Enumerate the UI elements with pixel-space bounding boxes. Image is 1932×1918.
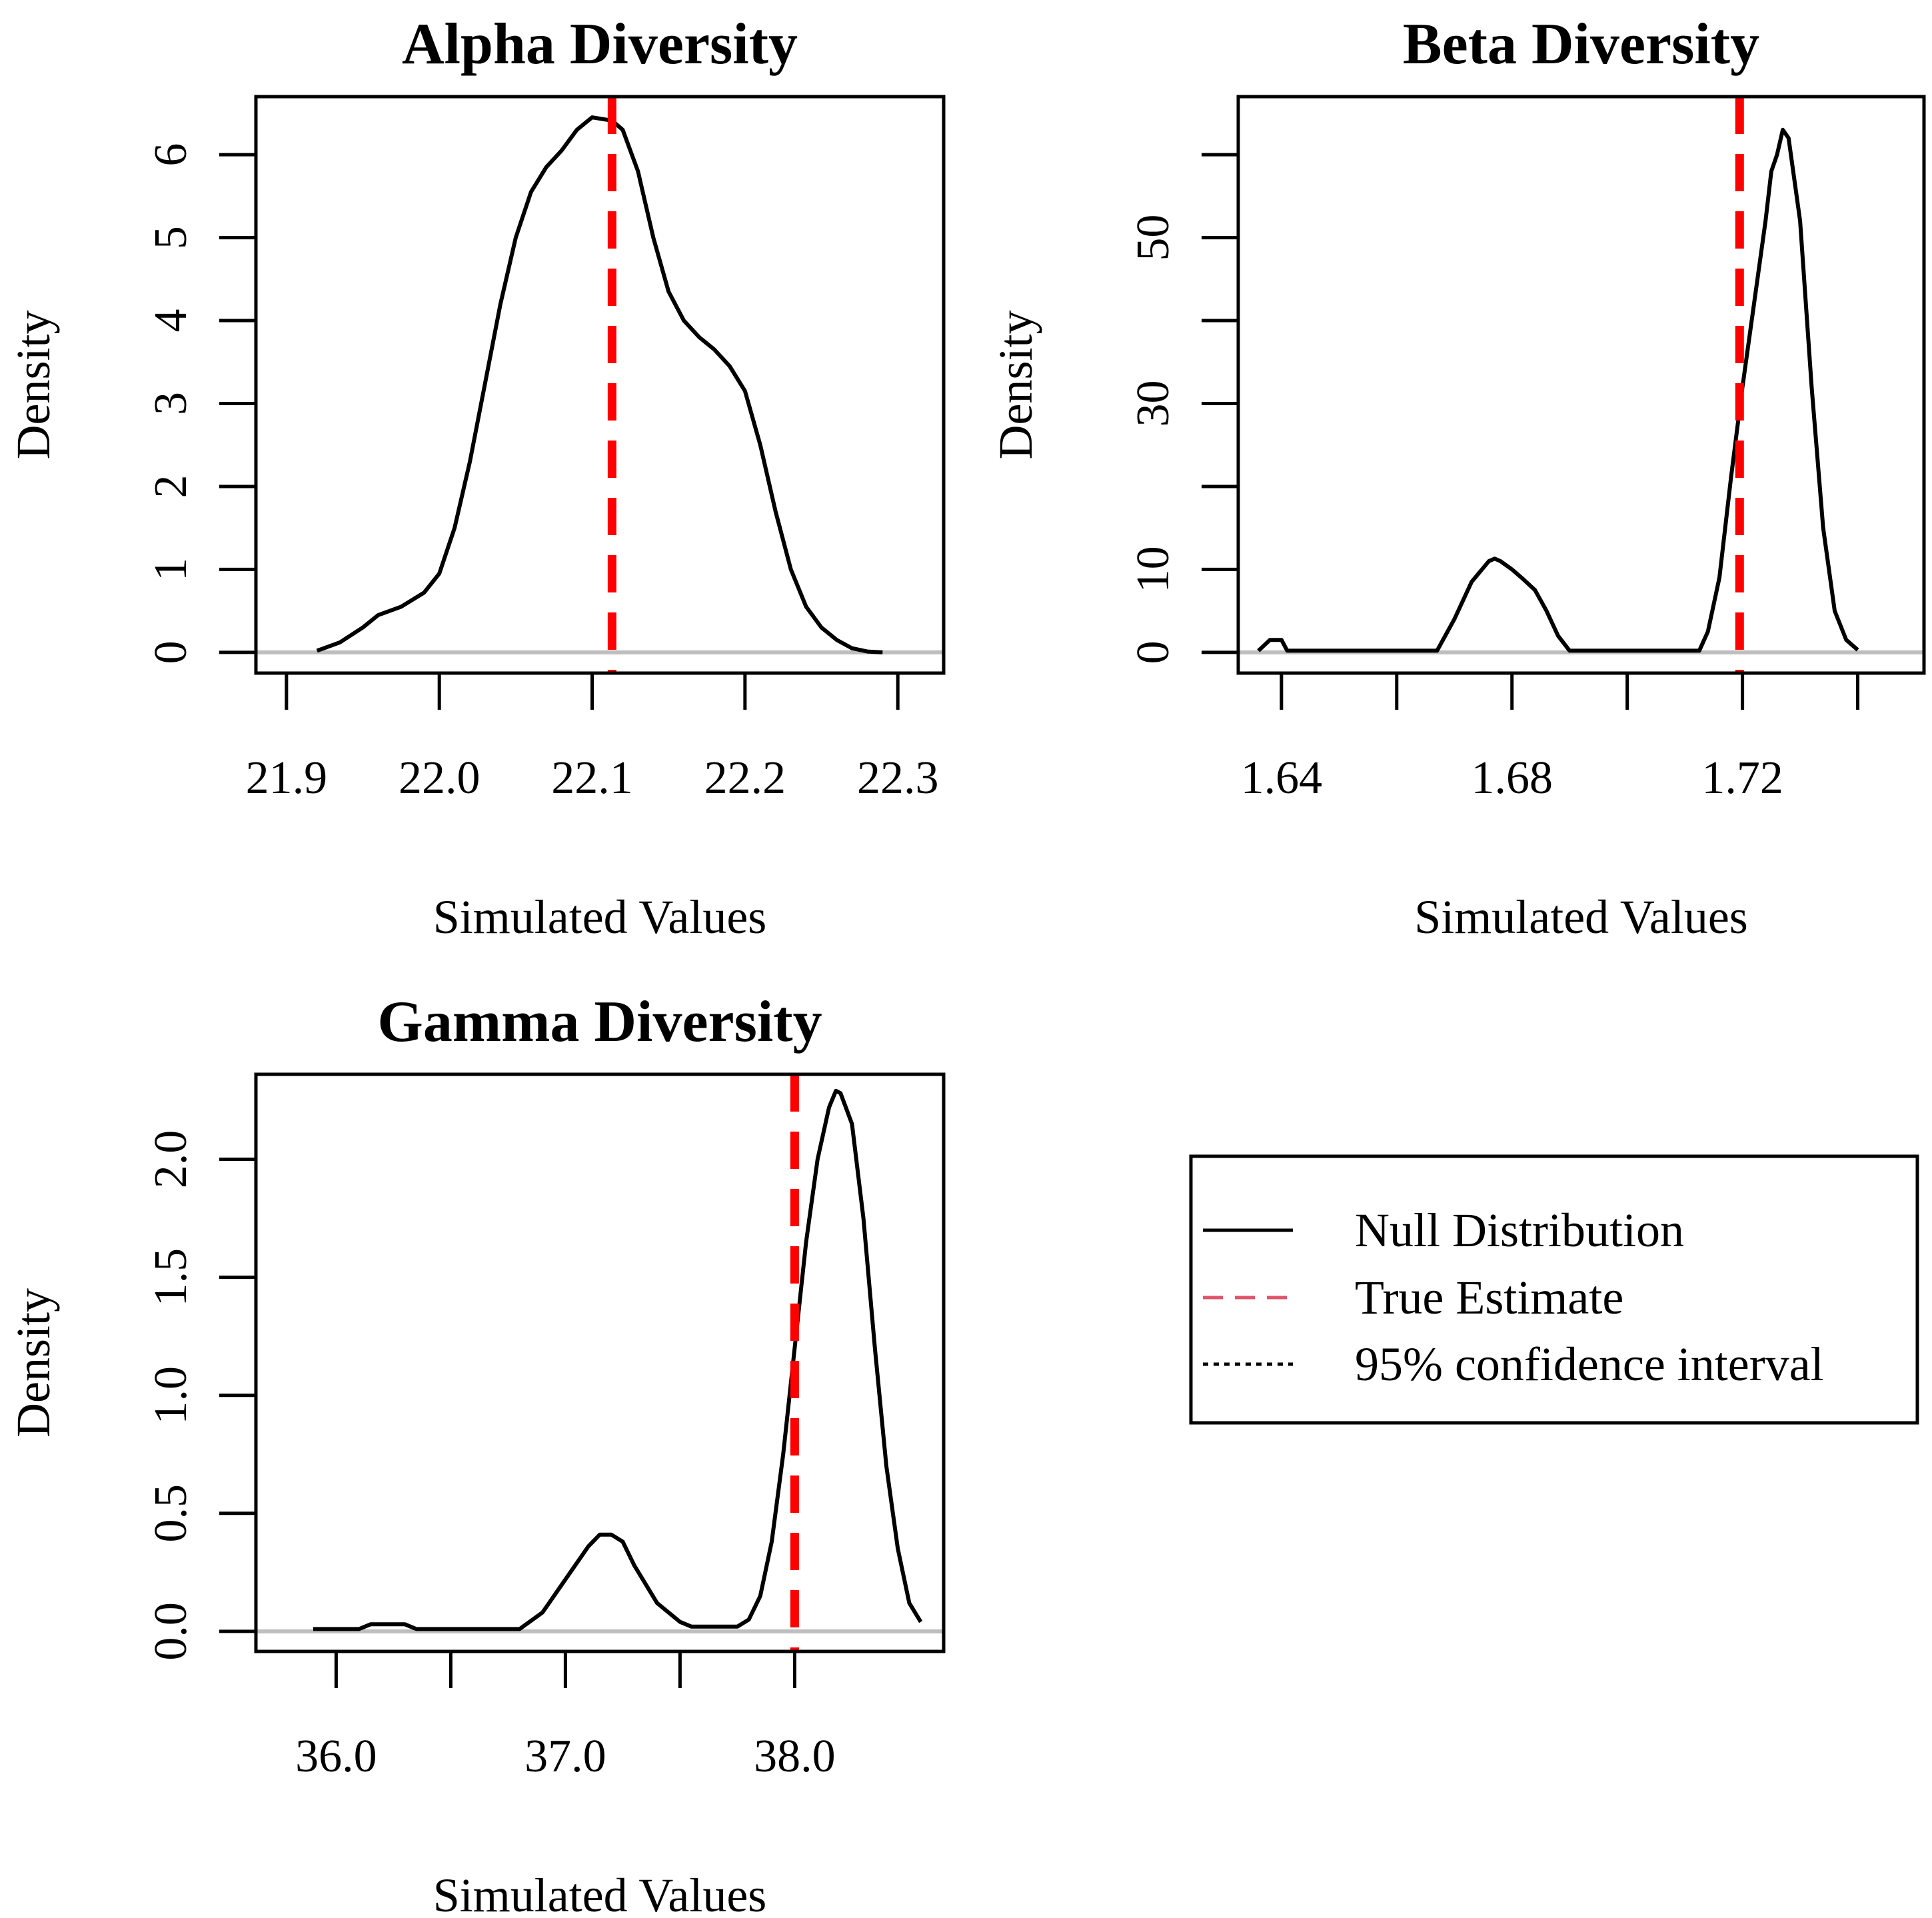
- panel-gamma-diversity: Gamma Diversity Simulated Values Density 36…: [7, 990, 946, 1918]
- y-tick-label: 0.0: [145, 1602, 197, 1661]
- y-tick-label: 4: [145, 309, 197, 333]
- y-tick-label: 1.5: [145, 1248, 197, 1307]
- null-distribution-line: [313, 1088, 923, 1631]
- x-tick-label: 22.1: [551, 752, 633, 804]
- x-tick-label: 1.64: [1241, 752, 1323, 804]
- y-tick-label: 2.0: [145, 1130, 197, 1189]
- x-tick-label: 1.68: [1471, 752, 1553, 804]
- y-tick-label: 1.0: [145, 1366, 197, 1425]
- legend: Null Distribution True Estimate 95% confid…: [1189, 1154, 1919, 1425]
- null-distribution-line: [1257, 127, 1859, 653]
- panel-title: Beta Diversity: [1403, 12, 1759, 77]
- y-tick-label: 0.5: [145, 1484, 197, 1543]
- x-axis-label: Simulated Values: [433, 890, 767, 944]
- y-tick-label: 1: [145, 558, 197, 581]
- x-tick-label: 38.0: [754, 1731, 836, 1782]
- plot-frame: [254, 95, 946, 675]
- y-axis-label: Density: [989, 311, 1042, 460]
- panel-title: Gamma Diversity: [377, 990, 822, 1054]
- x-tick-label: 22.0: [399, 752, 481, 804]
- x-tick-label: 36.0: [295, 1731, 377, 1782]
- x-axis-label: Simulated Values: [1414, 890, 1748, 944]
- x-axis-label: Simulated Values: [433, 1869, 767, 1915]
- null-distribution-line: [316, 115, 883, 654]
- panel-beta-diversity: Beta Diversity Simulated Values Density 1.6…: [989, 12, 1926, 944]
- legend-box: [1189, 1154, 1919, 1425]
- panel-title: Alpha Diversity: [402, 12, 798, 77]
- y-axis-label: Density: [7, 311, 60, 460]
- x-tick-label: 22.3: [857, 752, 939, 804]
- x-tick-label: 22.2: [704, 752, 786, 804]
- y-tick-label: 3: [145, 392, 197, 415]
- y-tick-label: 0: [145, 640, 197, 664]
- legend-label: Null Distribution: [1355, 1204, 1684, 1257]
- y-axis-label: Density: [7, 1288, 60, 1438]
- x-tick-label: 21.9: [246, 752, 328, 804]
- y-tick-label: 10: [1128, 546, 1179, 592]
- x-tick-label: 37.0: [524, 1731, 606, 1782]
- plot-frame: [254, 1072, 946, 1653]
- y-tick-label: 0: [1128, 640, 1179, 664]
- legend-label: 95% confidence interval: [1355, 1338, 1824, 1391]
- x-tick-label: 1.72: [1701, 752, 1783, 804]
- plot-frame: [1236, 95, 1926, 675]
- y-tick-label: 5: [145, 226, 197, 249]
- y-tick-label: 2: [145, 475, 197, 498]
- y-tick-label: 30: [1128, 381, 1179, 427]
- y-tick-label: 50: [1128, 215, 1179, 261]
- legend-label: True Estimate: [1355, 1271, 1623, 1324]
- y-tick-label: 6: [145, 143, 197, 167]
